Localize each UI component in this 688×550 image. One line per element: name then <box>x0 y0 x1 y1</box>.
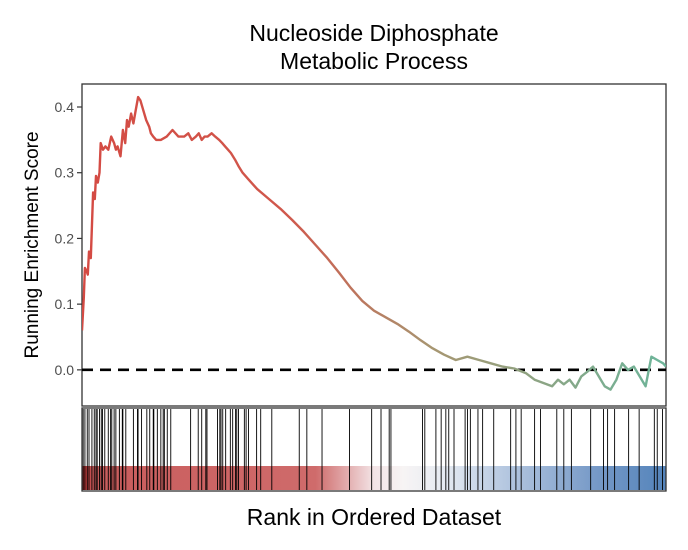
y-axis-ticks: 0.0 0.1 0.2 0.3 0.4 <box>55 99 82 378</box>
y-tick-label: 0.3 <box>55 165 75 181</box>
y-tick-label: 0.1 <box>55 296 75 312</box>
enrichment-panel: 0.0 0.1 0.2 0.3 0.4 <box>55 83 667 407</box>
y-axis-label: Running Enrichment Score <box>22 131 43 358</box>
y-tick-label: 0.0 <box>55 362 75 378</box>
ranked-list-heatbar <box>82 466 666 490</box>
x-axis-label: Rank in Ordered Dataset <box>247 504 502 530</box>
running-enrichment-score-line <box>82 95 666 391</box>
chart-title-line-2: Metabolic Process <box>280 48 468 74</box>
chart-title-line-1: Nucleoside Diphosphate <box>249 20 498 46</box>
gene-hit-marks <box>82 409 663 490</box>
rank-panel-border <box>81 407 667 492</box>
y-tick-label: 0.4 <box>55 99 75 115</box>
enrichment-panel-border <box>81 83 667 407</box>
y-tick-label: 0.2 <box>55 230 75 246</box>
rank-panel <box>81 407 667 492</box>
